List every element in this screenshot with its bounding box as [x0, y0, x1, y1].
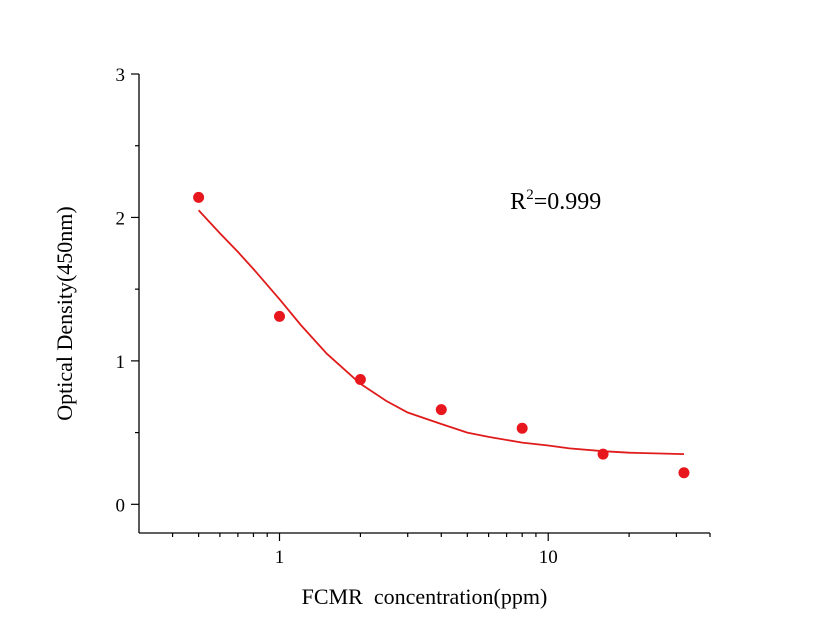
data-point — [274, 310, 286, 322]
y-tick-label: 3 — [116, 65, 126, 86]
data-point — [516, 422, 528, 434]
x-tick-label: 1 — [275, 547, 285, 568]
x-tick-label: 10 — [539, 547, 558, 568]
x-axis-title: FCMR concentration(ppm) — [302, 584, 548, 609]
data-point — [435, 404, 447, 416]
annotation-base: R — [510, 189, 526, 215]
axes — [138, 74, 710, 534]
y-tick-label: 1 — [116, 352, 126, 373]
data-point — [678, 467, 690, 479]
x-ticks: 1 10 — [171, 533, 711, 568]
data-point — [193, 191, 205, 203]
data-point — [597, 448, 609, 460]
y-axis-title: Optical Density(450nm) — [52, 206, 77, 420]
annotation-sup: 2 — [526, 187, 534, 203]
fit-curve — [197, 209, 685, 455]
r-squared-annotation: R2=0.999 — [510, 187, 601, 215]
y-ticks: 0 1 2 3 — [116, 65, 139, 516]
y-tick-label: 0 — [116, 495, 126, 516]
annotation-rest: =0.999 — [534, 189, 602, 215]
data-point — [354, 374, 366, 386]
y-tick-label: 2 — [116, 208, 126, 229]
data-points — [193, 191, 690, 479]
